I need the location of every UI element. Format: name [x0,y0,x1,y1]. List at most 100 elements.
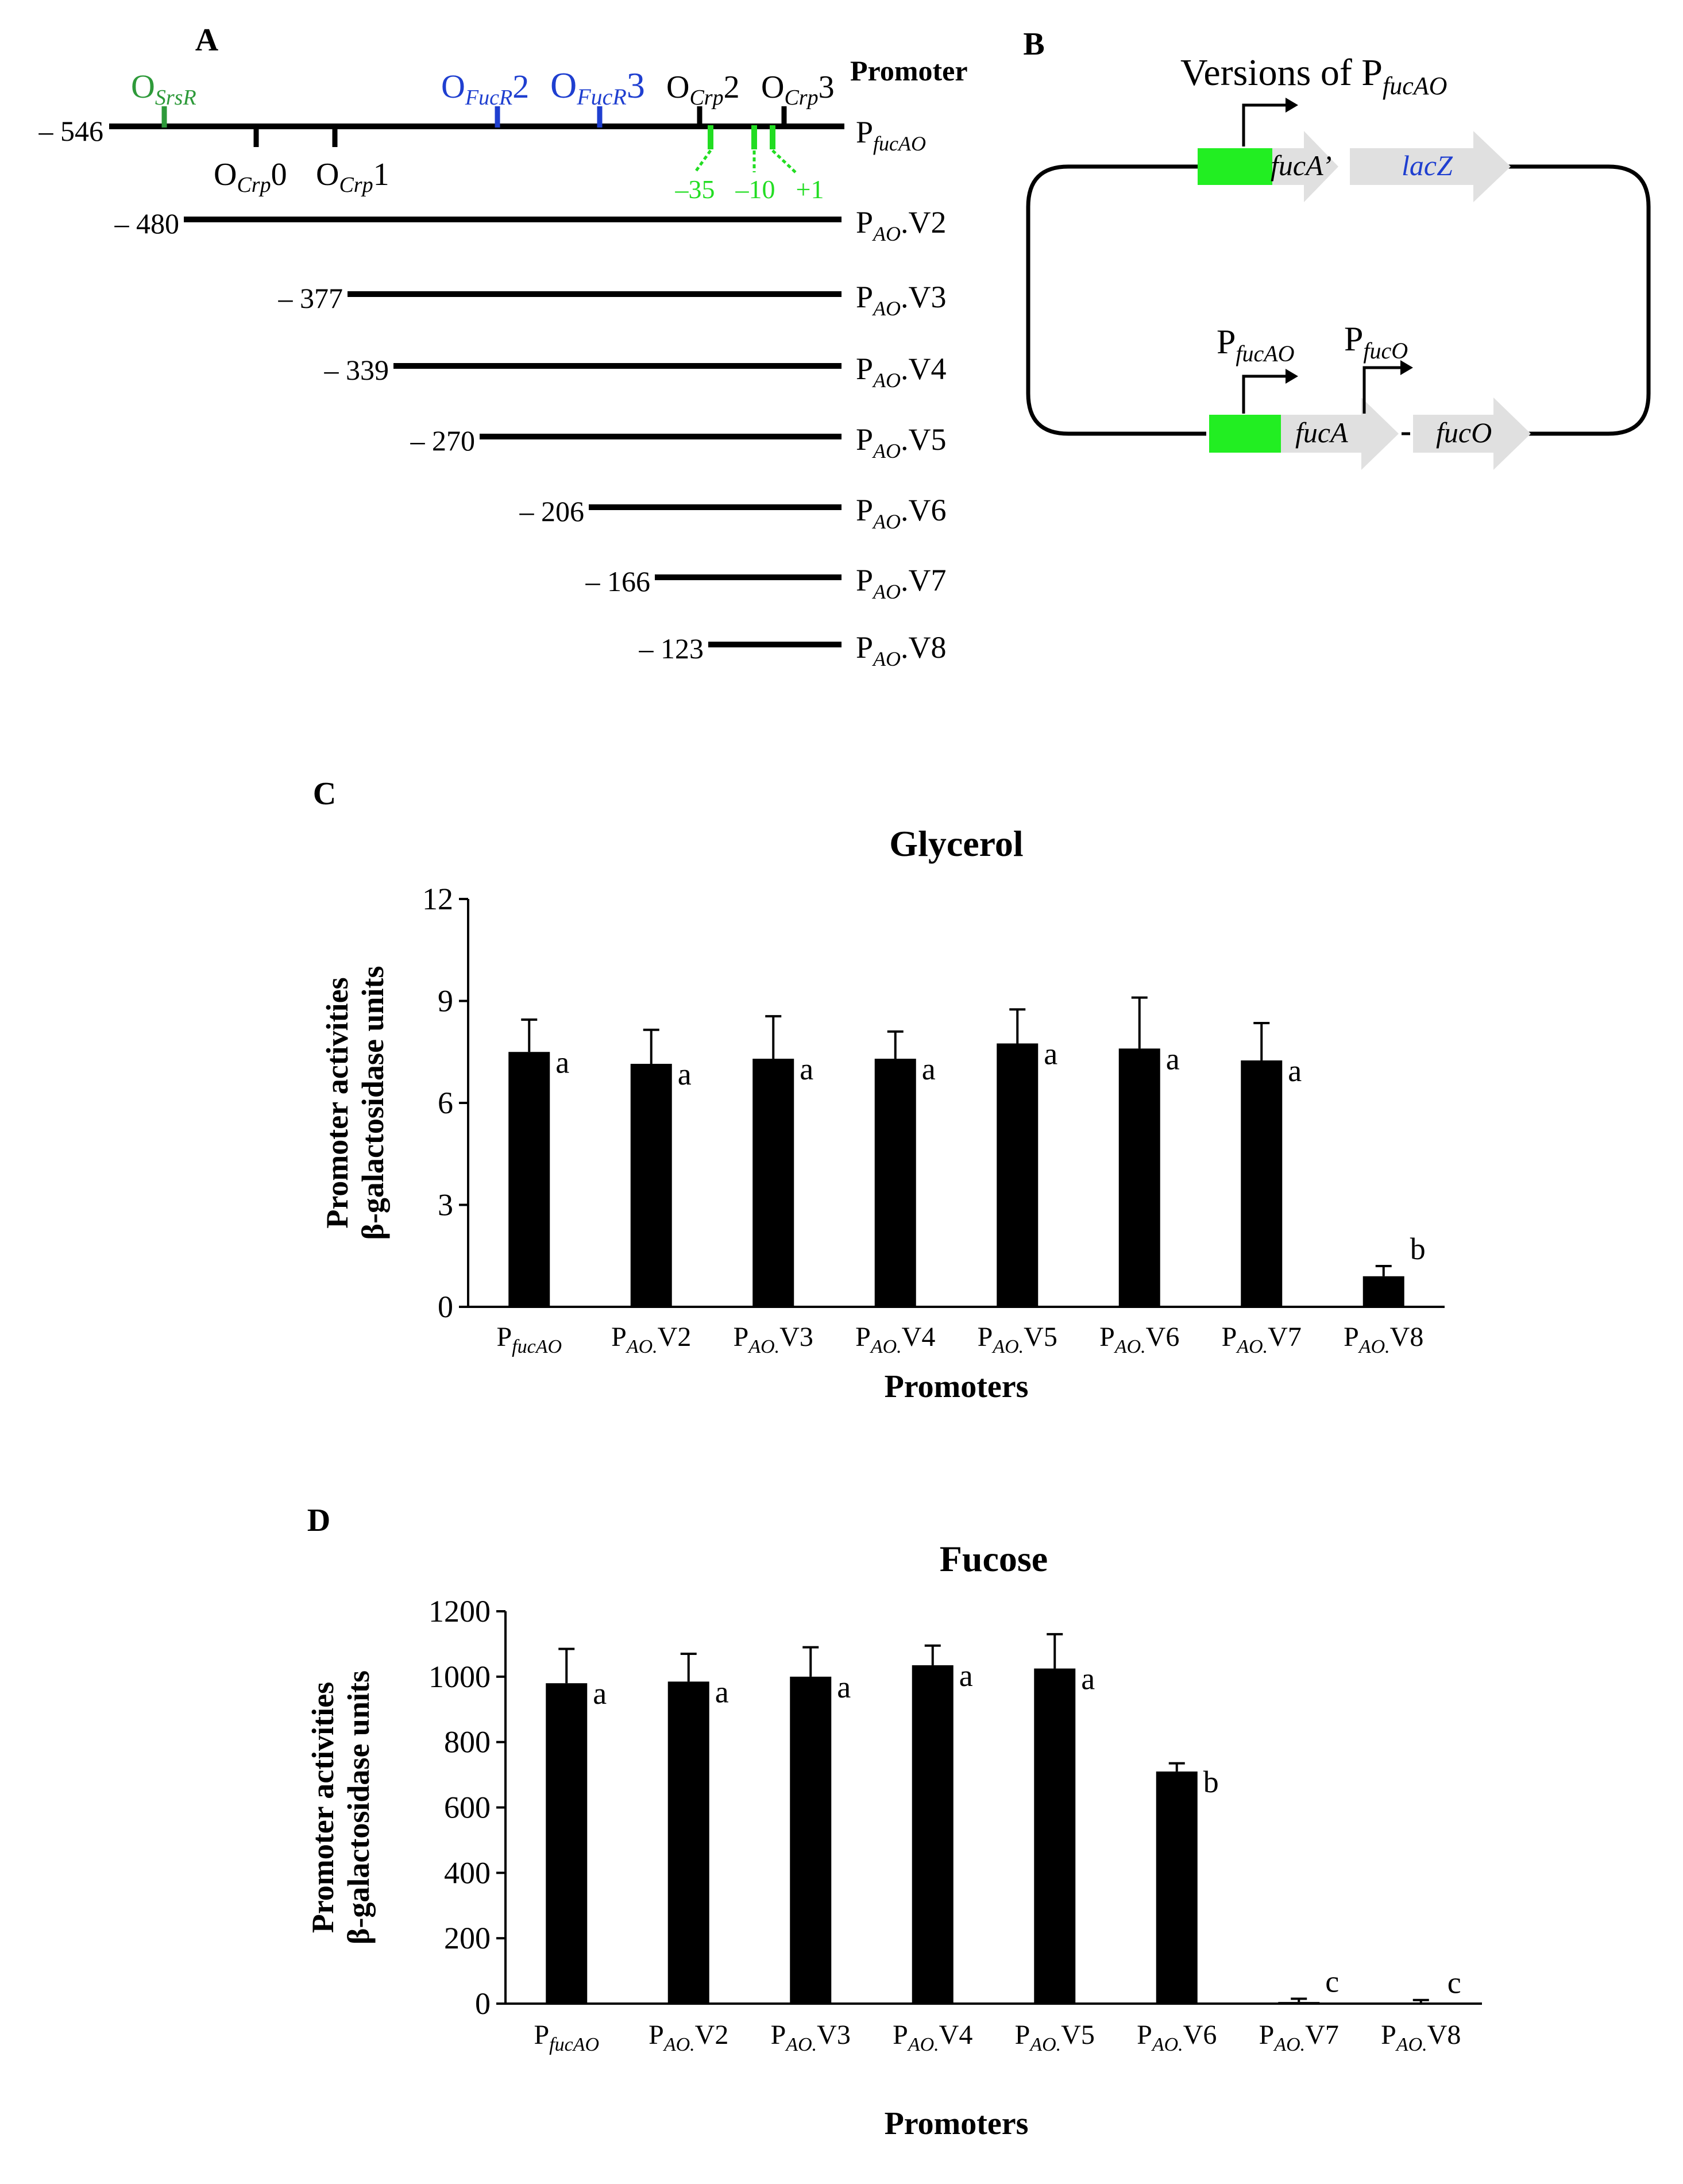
significance-label: a [922,1052,936,1086]
version-start: – 270 [410,425,476,457]
version-v6: – 206 PAO.V6 [519,493,947,533]
version-name: PAO.V6 [856,493,947,533]
promoter-box-top [1198,148,1272,185]
significance-label: a [1081,1662,1095,1696]
x-tick-label: PAO.V3 [734,1322,813,1357]
y-tick-label: 400 [444,1855,491,1890]
significance-label: a [959,1658,973,1693]
version-name: PAO.V3 [856,280,947,320]
version-start: – 480 [114,207,180,240]
version-name: PAO.V2 [856,205,947,245]
promoter-column-header: Promoter [850,55,968,87]
significance-label: a [1044,1036,1057,1071]
y-tick-label: 3 [438,1188,453,1222]
pfucao-arrow [1242,375,1290,414]
site-label-crp1: OCrp1 [316,157,389,197]
minus10-label: –10 [735,175,775,204]
x-tick-label: PAO.V7 [1259,2020,1339,2055]
version-name: PAO.V8 [856,630,947,670]
y-tick-label: 0 [438,1290,453,1324]
y-tick-label: 800 [444,1725,491,1759]
bar [874,1059,916,1307]
plus1-leader [771,149,797,173]
version-name: PAO.V5 [856,422,947,462]
significance-label: a [837,1670,851,1704]
plasmid-backbone [1026,164,1651,436]
pfuco-label: PfucO [1344,320,1408,364]
y-tick-label: 9 [438,984,453,1018]
chart-title: Fucose [940,1538,1048,1579]
x-tick-label: PAO.V5 [978,1322,1057,1357]
panel-c-letter: C [313,776,336,812]
site-label-fucr3: OFucR3 [550,65,645,110]
x-tick-label: PfucAO [534,2020,599,2055]
promoter-arrowhead-top [1286,98,1298,113]
significance-label: b [1410,1232,1426,1266]
version-start: – 339 [324,354,389,386]
bar [912,1665,954,2004]
fuco-arrow [1413,398,1531,470]
x-tick-label: PAO.V2 [649,2020,728,2055]
x-tick-label: PAO.V3 [771,2020,851,2055]
lacz-label: lacZ [1402,149,1453,182]
version-start: – 377 [278,282,343,314]
fuca-prime-label: fucA’ [1271,149,1331,182]
site-label-crp0: OCrp0 [214,157,287,197]
significance-label: a [678,1057,692,1091]
bar [1156,1771,1198,2004]
x-tick-label: PAO.V4 [893,2020,972,2055]
significance-label: a [715,1674,729,1709]
full-promoter-name: PfucAO [856,115,926,155]
site-label-crp3: OCrp3 [761,70,835,110]
significance-label: a [1288,1054,1302,1088]
bar [508,1052,550,1307]
panel-d-letter: D [307,1503,330,1538]
y-tick-label: 1200 [429,1594,491,1629]
y-tick-label: 6 [438,1086,453,1120]
significance-label: c [1325,1964,1339,1998]
y-tick-label: 1000 [429,1660,491,1694]
x-tick-label: PAO.V8 [1381,2020,1461,2055]
bar [1241,1060,1283,1307]
bar [1034,1668,1076,2004]
bar [667,1681,709,2004]
pfucao-label: PfucAO [1217,323,1295,366]
site-label-fucr2: OFucR2 [441,68,529,110]
y-axis-label: Promoter activitiesβ-galactosidase units [320,966,390,1240]
bar [790,1676,832,2004]
version-v2: – 480 PAO.V2 [114,205,947,245]
x-tick-label: PAO.V6 [1099,1322,1179,1357]
x-tick-label: PAO.V7 [1222,1322,1302,1357]
version-start: – 123 [639,632,704,665]
version-v8: – 123 PAO.V8 [639,630,947,670]
version-v5: – 270 PAO.V5 [410,422,947,462]
promoter-arrow-top [1242,103,1290,146]
bar [752,1059,794,1307]
x-tick-label: PfucAO [496,1322,562,1357]
pfucao-arrowhead [1286,369,1298,384]
y-axis-label: Promoter activitiesβ-galactosidase units [306,1670,376,1944]
site-label-crp2: OCrp2 [666,70,740,110]
pfuco-arrow [1362,366,1404,414]
x-axis-label: Promoters [885,2106,1029,2141]
version-start: – 206 [519,495,585,527]
significance-label: a [555,1045,569,1079]
x-tick-label: PAO.V6 [1137,2020,1217,2055]
bar [546,1683,588,2004]
significance-label: a [593,1676,607,1711]
significance-label: a [1166,1041,1180,1076]
significance-label: a [800,1052,813,1086]
core-elements: –35 –10 +1 [675,125,824,204]
lacz-arrow [1350,131,1511,202]
fuca-prime-arrow [1264,131,1338,202]
promoter-box-bottom [1209,415,1281,453]
x-tick-label: PAO.V5 [1015,2020,1095,2055]
significance-label: c [1447,1966,1461,2000]
bar [1400,2002,1442,2004]
panel-b-letter: B [1023,26,1044,62]
chart-title: Glycerol [889,823,1023,864]
plus1-label: +1 [796,175,824,204]
y-tick-label: 12 [422,882,453,916]
panel-b: B Versions of PfucAO fucA’ lacZ fucA fuc… [1023,26,1651,470]
